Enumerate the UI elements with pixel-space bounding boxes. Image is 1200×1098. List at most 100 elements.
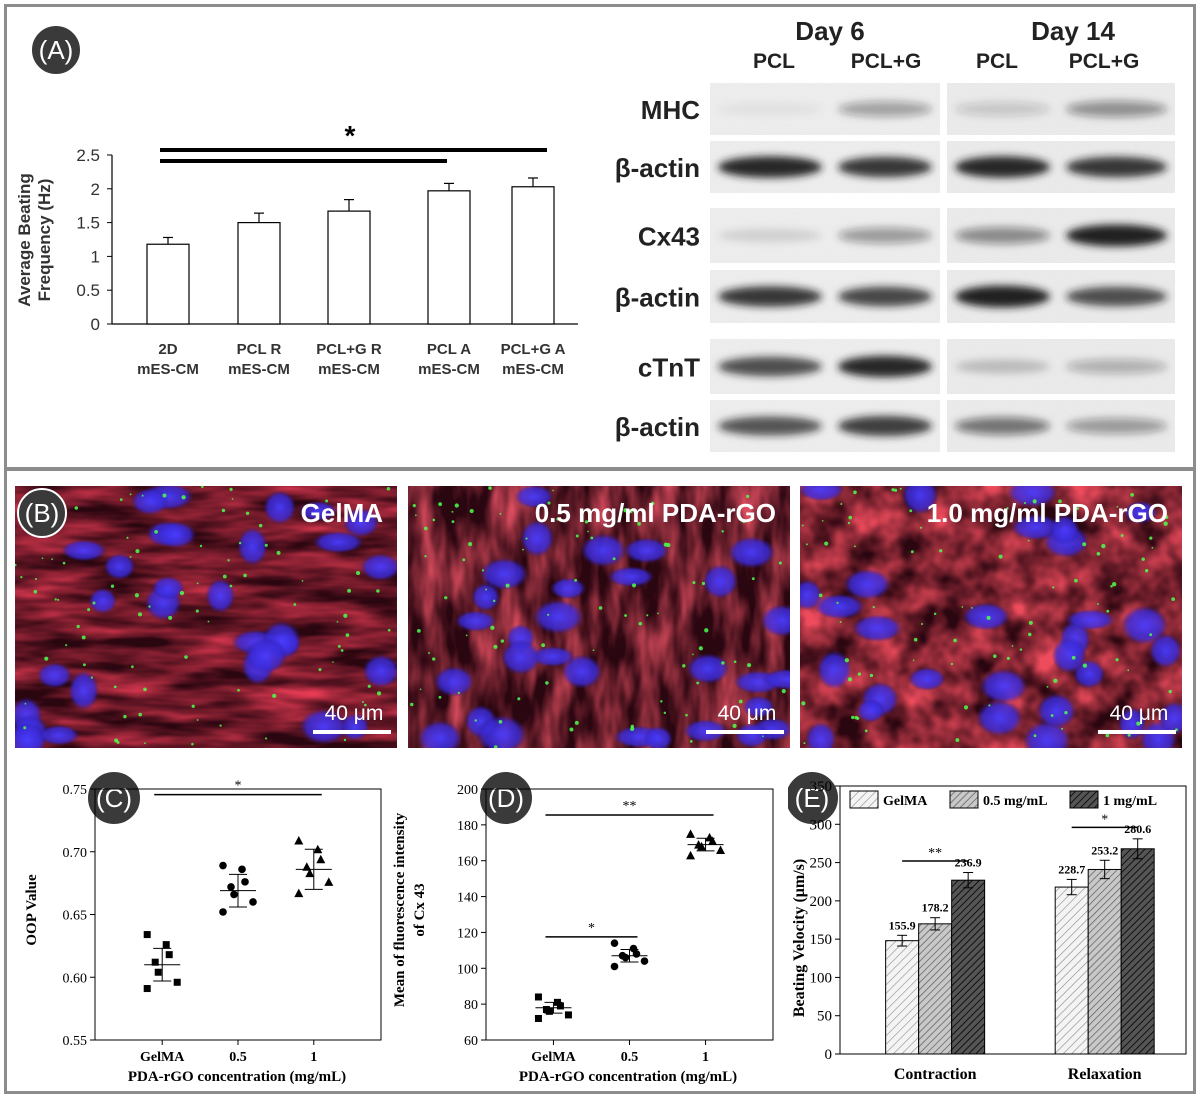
gap-junction-dot [821,519,824,522]
chart-a-ytick-label: 1.5 [76,214,100,233]
gap-junction-dot [1097,603,1099,605]
panel-d-label: (D) [488,783,524,813]
gap-junction-dot [414,514,417,517]
gap-junction-dot [126,536,129,539]
gap-junction-dot [438,502,443,507]
nucleus [607,566,655,588]
gap-junction-dot [751,577,755,581]
gap-junction-dot [517,697,521,701]
gap-junction-dot [920,526,923,529]
gap-junction-dot [276,550,281,555]
panel-e-label: (E) [795,783,830,813]
chart-a-xtick-label: mES-CM [228,361,290,378]
chart-d-point [632,950,641,958]
gap-junction-dot [424,555,427,558]
gap-junction-dot [933,612,937,616]
gap-junction-dot [1033,734,1037,738]
gap-junction-dot [162,493,167,498]
nucleus [1051,636,1087,674]
nucleus [1065,609,1116,631]
chart-a-xtick-label: PCL+G R [316,341,382,358]
gap-junction-dot [547,501,551,505]
nucleus [550,577,587,600]
chart-a-ytick-label: 2 [91,180,100,199]
gap-junction-dot [1168,689,1172,694]
gap-junction-dot [272,693,277,699]
gap-junction-dot [1163,521,1168,526]
gap-junction-dot [993,654,997,658]
gap-junction-dot [337,644,341,648]
blot-band [1066,286,1167,307]
chart-d-point [708,836,718,845]
nucleus [816,650,852,690]
gap-junction-dot [347,588,352,593]
chart-e-xtick-label: Contraction [894,1066,977,1083]
chart-e-data-label: 280.6 [1124,822,1151,836]
gap-junction-dot [199,544,203,548]
nucleus [623,537,670,564]
nucleus [514,486,554,509]
chart-e-data-label: 236.9 [955,856,982,870]
chart-d-xtick-label: 1 [702,1050,709,1065]
scale-bar-label: 40 μm [325,702,384,725]
gap-junction-dot [41,557,44,560]
chart-e-legend-label: 1 mg/mL [1103,794,1157,809]
blot-band [955,285,1050,308]
gap-junction-dot [637,521,641,526]
gap-junction-dot [909,509,913,513]
gap-junction-dot [1052,586,1055,589]
gap-junction-dot [851,715,855,720]
gap-junction-dot [1032,499,1037,504]
chart-a-ytick-label: 0.5 [76,281,100,300]
chart-e-ytick-label: 150 [810,932,833,948]
chart-e-bar [1120,848,1155,1055]
gap-junction-dot [738,699,743,704]
chart-d-point [534,993,542,1001]
chart-a-xtick-label: mES-CM [502,361,564,378]
gap-junction-dot [387,628,391,632]
nucleus [362,654,397,688]
gap-junction-dot [184,655,188,659]
nucleus [580,533,627,568]
gap-junction-dot [778,561,782,565]
gap-junction-dot [541,643,546,648]
nucleus [37,724,80,746]
chart-d-point [640,957,649,965]
gap-junction-dot [575,534,579,538]
nucleus [979,668,1028,704]
nucleus [908,667,946,691]
nucleus [88,587,117,614]
chart-a-xtick-label: mES-CM [418,361,480,378]
chart-c-point [294,888,304,898]
gap-junction-dot [893,488,898,492]
nucleus [15,722,47,748]
gap-junction-dot [630,724,634,729]
gap-junction-dot [939,549,943,553]
gap-junction-dot [872,606,875,609]
gap-junction-dot [689,739,693,743]
gap-junction-dot [168,615,173,620]
chart-a-xtick-label: mES-CM [137,361,199,378]
nucleus [155,521,197,549]
gap-junction-dot [361,701,364,703]
scale-bar-label: 40 μm [1110,702,1169,725]
nucleus [682,719,728,743]
panel-bottom-frame [4,468,1196,1094]
gap-junction-dot [1149,536,1153,540]
gap-junction-dot [81,635,86,640]
nucleus [130,487,170,516]
blot-row-label: β-actin [615,412,700,442]
chart-e-xtick-label: Relaxation [1068,1066,1142,1083]
panel-b-label: (B) [25,498,60,528]
chart-a-xtick-label: PCL A [427,341,471,358]
gap-junction-dot [131,665,134,669]
chart-d-ytick-label: 120 [457,926,478,941]
gap-junction-dot [74,506,79,510]
gap-junction-dot [742,519,746,524]
chart-a-bar [427,190,471,325]
gap-junction-dot [1120,534,1124,537]
gap-junction-dot [762,735,764,738]
gap-junction-dot [196,719,199,721]
blot-band [955,227,1050,244]
chart-d-sig-label: * [588,921,595,936]
